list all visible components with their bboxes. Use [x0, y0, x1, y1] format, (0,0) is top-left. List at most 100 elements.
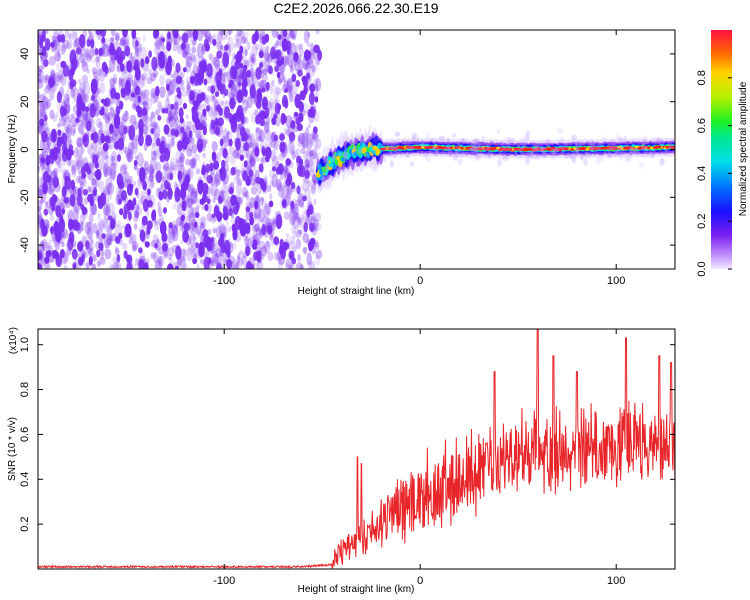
noise-blob — [100, 126, 105, 135]
noise-blob — [261, 73, 268, 83]
noise-blob — [149, 116, 153, 122]
noise-blob — [255, 100, 262, 109]
noise-blob — [228, 138, 233, 147]
noise-blob — [264, 107, 270, 118]
noise-blob — [230, 216, 237, 225]
noise-blob — [146, 227, 151, 235]
noise-blob — [71, 248, 78, 260]
noise-blob — [73, 147, 79, 159]
noise-blob — [233, 42, 237, 49]
noise-blob — [211, 95, 215, 103]
noise-blob — [143, 89, 150, 98]
noise-blob — [199, 139, 207, 152]
noise-blob — [133, 120, 139, 131]
noise-blob — [195, 153, 201, 162]
noise-blob — [291, 181, 295, 190]
noise-blob — [227, 30, 232, 36]
noise-blob — [264, 52, 270, 61]
noise-blob — [200, 222, 206, 237]
signal-halo-speck — [499, 140, 504, 148]
noise-blob — [46, 137, 53, 147]
noise-blob — [110, 124, 115, 133]
noise-blob — [166, 35, 173, 49]
noise-blob — [77, 119, 85, 135]
noise-blob — [207, 228, 212, 235]
noise-blob — [74, 37, 79, 44]
noise-blob — [53, 36, 58, 45]
noise-blob — [83, 112, 91, 121]
noise-blob — [182, 254, 186, 262]
noise-blob — [234, 195, 241, 207]
noise-blob — [161, 232, 168, 243]
noise-blob — [212, 214, 218, 223]
signal-halo-speck — [350, 147, 356, 156]
noise-blob — [193, 227, 198, 233]
noise-blob — [277, 71, 285, 83]
noise-blob — [124, 110, 129, 116]
colorbar: 0.00.20.40.60.8 Normalized spectral ampl… — [696, 30, 749, 277]
snr-y-tick-label: 0.8 — [19, 382, 31, 397]
noise-blob — [105, 130, 110, 139]
noise-blob — [163, 161, 170, 172]
noise-blob — [44, 122, 49, 132]
signal-halo-speck — [595, 147, 600, 152]
noise-blob — [283, 211, 290, 220]
noise-blob — [209, 215, 216, 224]
noise-blob — [157, 101, 162, 111]
noise-blob — [313, 198, 317, 206]
noise-blob — [115, 33, 119, 41]
noise-blob — [215, 121, 221, 130]
noise-blob — [176, 141, 181, 148]
noise-blob — [241, 69, 248, 83]
noise-blob — [95, 230, 100, 240]
noise-blob — [147, 175, 155, 190]
noise-blob — [208, 244, 213, 251]
colorbar-tick-label: 0.4 — [696, 166, 708, 181]
noise-blob — [77, 241, 84, 252]
noise-blob — [102, 43, 109, 57]
noise-blob — [40, 157, 46, 164]
noise-blob — [301, 132, 309, 150]
noise-blob — [226, 131, 230, 136]
noise-blob — [315, 87, 320, 98]
noise-blob — [94, 161, 99, 169]
noise-blob — [63, 249, 69, 263]
noise-blob — [57, 39, 64, 47]
noise-blob — [66, 94, 71, 103]
noise-blob — [122, 163, 128, 172]
noise-blob — [183, 222, 190, 232]
noise-blob — [277, 134, 283, 144]
noise-blob — [151, 111, 156, 123]
noise-blob — [273, 113, 278, 120]
noise-blob — [109, 234, 113, 241]
noise-blob — [265, 45, 270, 52]
noise-blob — [45, 242, 51, 249]
noise-blob — [297, 69, 303, 77]
noise-blob — [185, 76, 192, 85]
noise-blob — [122, 30, 128, 38]
noise-blob — [311, 64, 316, 73]
noise-blob — [309, 83, 316, 93]
noise-blob — [295, 199, 301, 207]
noise-blob — [38, 206, 41, 211]
noise-blob — [150, 122, 155, 128]
noise-blob — [84, 221, 92, 235]
noise-blob — [221, 159, 226, 168]
noise-blob — [313, 179, 318, 186]
noise-blob — [134, 86, 141, 96]
noise-blob — [244, 190, 249, 198]
noise-blob — [140, 261, 144, 268]
noise-blob — [204, 30, 211, 42]
signal-halo-speck — [490, 139, 494, 145]
noise-blob — [80, 260, 85, 266]
noise-blob — [83, 188, 88, 196]
noise-blob — [79, 82, 87, 93]
noise-blob — [199, 222, 205, 229]
noise-blob — [98, 66, 106, 82]
noise-blob — [202, 125, 207, 136]
noise-blob — [76, 142, 84, 159]
noise-blob — [98, 237, 104, 249]
noise-blob — [283, 79, 289, 92]
noise-blob — [131, 138, 139, 155]
noise-blob — [300, 184, 305, 192]
